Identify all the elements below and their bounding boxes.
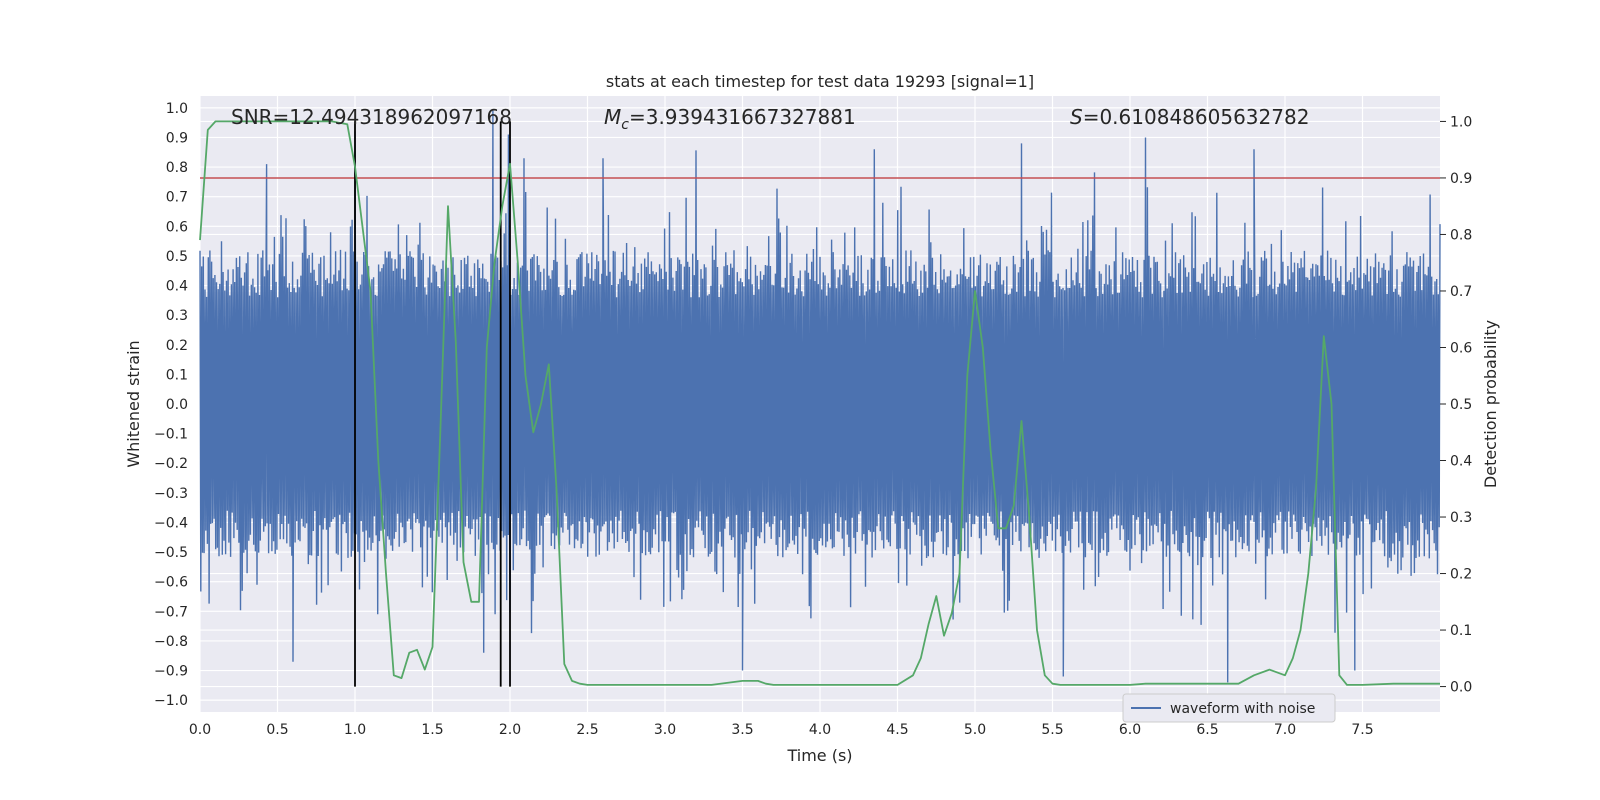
s-symbol: S <box>1070 105 1083 129</box>
y2-tick-label: 1.0 <box>1450 114 1472 130</box>
legend-box <box>1122 693 1336 723</box>
left-axis-ticks: 1.0 0.9 0.8 0.7 0.6 0.5 0.4 0.3 0.2 0.1 0.0 −0.1 −0.… <box>154 101 188 709</box>
y2-tick-label: 0.5 <box>1450 397 1472 413</box>
y-tick-label: 0.6 <box>166 219 188 235</box>
y-tick-label: −0.8 <box>154 634 188 650</box>
legend-label-waveform: waveform with noise <box>1170 701 1315 717</box>
y-tick-label: 0.2 <box>166 338 188 354</box>
y-tick-label: −1.0 <box>154 693 188 709</box>
x-tick-label: 0.0 <box>189 722 211 738</box>
x-tick-label: 4.5 <box>886 722 908 738</box>
right-axis-ticks: 1.0 0.9 0.8 0.7 0.6 0.5 0.4 0.3 0.2 0.1 0.0 <box>1440 114 1472 696</box>
detection-probability-line <box>199 120 1440 686</box>
y-tick-label: 0.3 <box>166 308 188 324</box>
y2-tick-label: 0.7 <box>1450 284 1472 300</box>
y-tick-label: −0.1 <box>154 427 188 443</box>
x-tick-label: 7.0 <box>1274 722 1296 738</box>
y-tick-label: −0.5 <box>154 545 188 561</box>
x-tick-label: 6.0 <box>1119 722 1141 738</box>
snr-annotation: SNR=12.494318962097168 <box>231 105 512 129</box>
y-tick-label: 0.9 <box>166 130 188 146</box>
chirp-mass-annotation: Mc=3.939431667327881 <box>604 105 856 133</box>
x-tick-label: 4.0 <box>809 722 831 738</box>
y-tick-label: −0.3 <box>154 486 188 502</box>
legend: waveform with noise <box>1122 693 1336 723</box>
y-tick-label: 0.0 <box>166 397 188 413</box>
chirp-mass-subscript: c <box>621 117 629 133</box>
x-tick-label: 6.5 <box>1196 722 1218 738</box>
x-tick-label: 0.5 <box>266 722 288 738</box>
x-tick-label: 3.0 <box>654 722 676 738</box>
y2-tick-label: 0.8 <box>1450 227 1472 243</box>
waveform-line <box>199 110 1441 683</box>
x-tick-label: 5.5 <box>1041 722 1063 738</box>
y2-tick-label: 0.0 <box>1450 680 1472 696</box>
s-value: =0.610848605632782 <box>1083 105 1310 129</box>
x-tick-label: 5.0 <box>964 722 986 738</box>
y-tick-label: 1.0 <box>166 101 188 117</box>
x-tick-label: 2.0 <box>499 722 521 738</box>
y2-tick-label: 0.1 <box>1450 623 1472 639</box>
y2-tick-label: 0.2 <box>1450 567 1472 583</box>
probability-series <box>199 120 1440 686</box>
y-tick-label: −0.2 <box>154 456 188 472</box>
y2-tick-label: 0.4 <box>1450 454 1472 470</box>
y-tick-label: −0.7 <box>154 604 188 620</box>
plot-area <box>199 96 1441 712</box>
y-tick-label: 0.8 <box>166 160 188 176</box>
chirp-mass-symbol: M <box>604 105 621 129</box>
y-tick-label: −0.4 <box>154 515 188 531</box>
waveform-series <box>199 110 1441 683</box>
y2-tick-label: 0.6 <box>1450 340 1472 356</box>
y-axis-label: Whitened strain <box>124 340 143 467</box>
y-tick-label: 0.7 <box>166 190 188 206</box>
y2-axis-label: Detection probability <box>1481 320 1500 488</box>
x-tick-label: 2.5 <box>576 722 598 738</box>
y-tick-label: 0.5 <box>166 249 188 265</box>
x-axis-label: Time (s) <box>786 746 852 765</box>
y2-tick-label: 0.9 <box>1450 171 1472 187</box>
x-tick-label: 7.5 <box>1351 722 1373 738</box>
y-tick-label: 0.4 <box>166 279 188 295</box>
x-tick-label: 1.0 <box>344 722 366 738</box>
y-tick-label: −0.9 <box>154 664 188 680</box>
chirp-mass-value: =3.939431667327881 <box>629 105 856 129</box>
x-tick-label: 1.5 <box>421 722 443 738</box>
y2-tick-label: 0.3 <box>1450 510 1472 526</box>
chart-title: stats at each timestep for test data 192… <box>606 72 1034 91</box>
y-tick-label: −0.6 <box>154 575 188 591</box>
x-axis-ticks: 0.0 0.5 1.0 1.5 2.0 2.5 3.0 3.5 4.0 4.5 5.0 5.5 6.0 6… <box>189 722 1374 738</box>
s-annotation: S=0.610848605632782 <box>1070 105 1309 129</box>
y-tick-label: 0.1 <box>166 367 188 383</box>
x-tick-label: 3.5 <box>731 722 753 738</box>
